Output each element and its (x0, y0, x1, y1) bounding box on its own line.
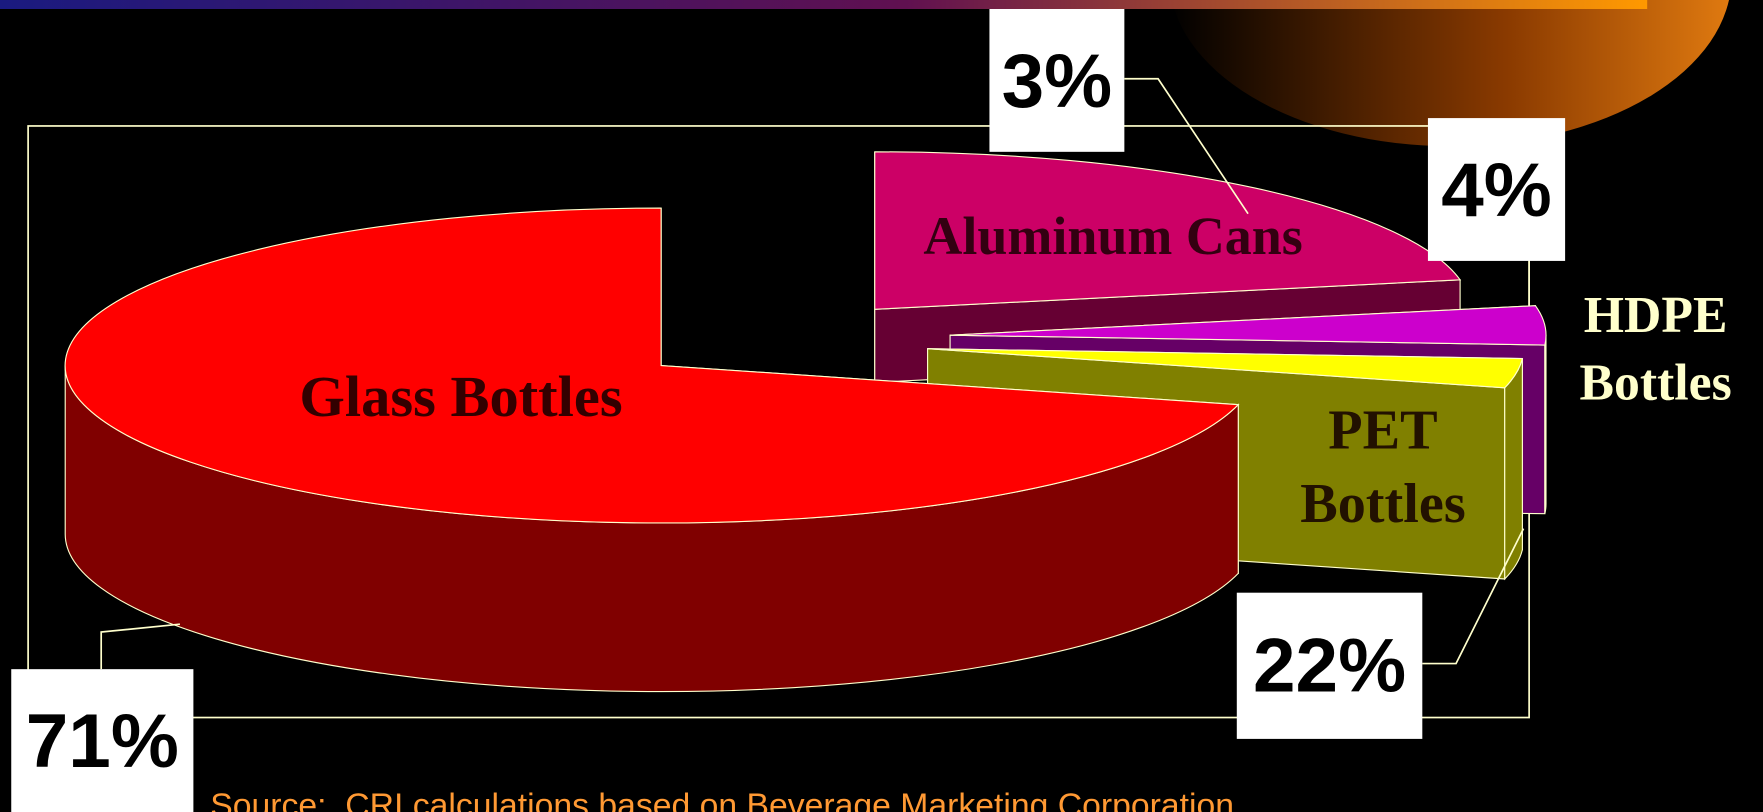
leader-line (1124, 77, 1249, 215)
value-label: 3% (989, 8, 1125, 152)
slice-top (927, 348, 1524, 389)
category-label: PET Bottles (1300, 398, 1466, 535)
leader-line (100, 623, 180, 670)
value-label: 4% (1427, 118, 1566, 261)
leader-line (1422, 528, 1525, 665)
category-label: HDPE Bottles (1579, 285, 1732, 411)
slice-wall (1544, 335, 1547, 514)
pie (64, 151, 1547, 693)
category-label: Glass Bottles (299, 365, 623, 430)
value-label: 22% (1236, 592, 1423, 739)
slice-wall (1504, 358, 1523, 581)
decor-bar (0, 0, 1648, 9)
slice-top (64, 207, 1240, 524)
category-label: Aluminum Cans (923, 206, 1303, 267)
slice-top (950, 305, 1547, 346)
source-note: Source: CRI calculations based on Bevera… (210, 787, 1234, 812)
leader-lines (100, 77, 1530, 670)
value-label: 71% (11, 669, 194, 812)
decor-swoosh (1171, 0, 1729, 147)
